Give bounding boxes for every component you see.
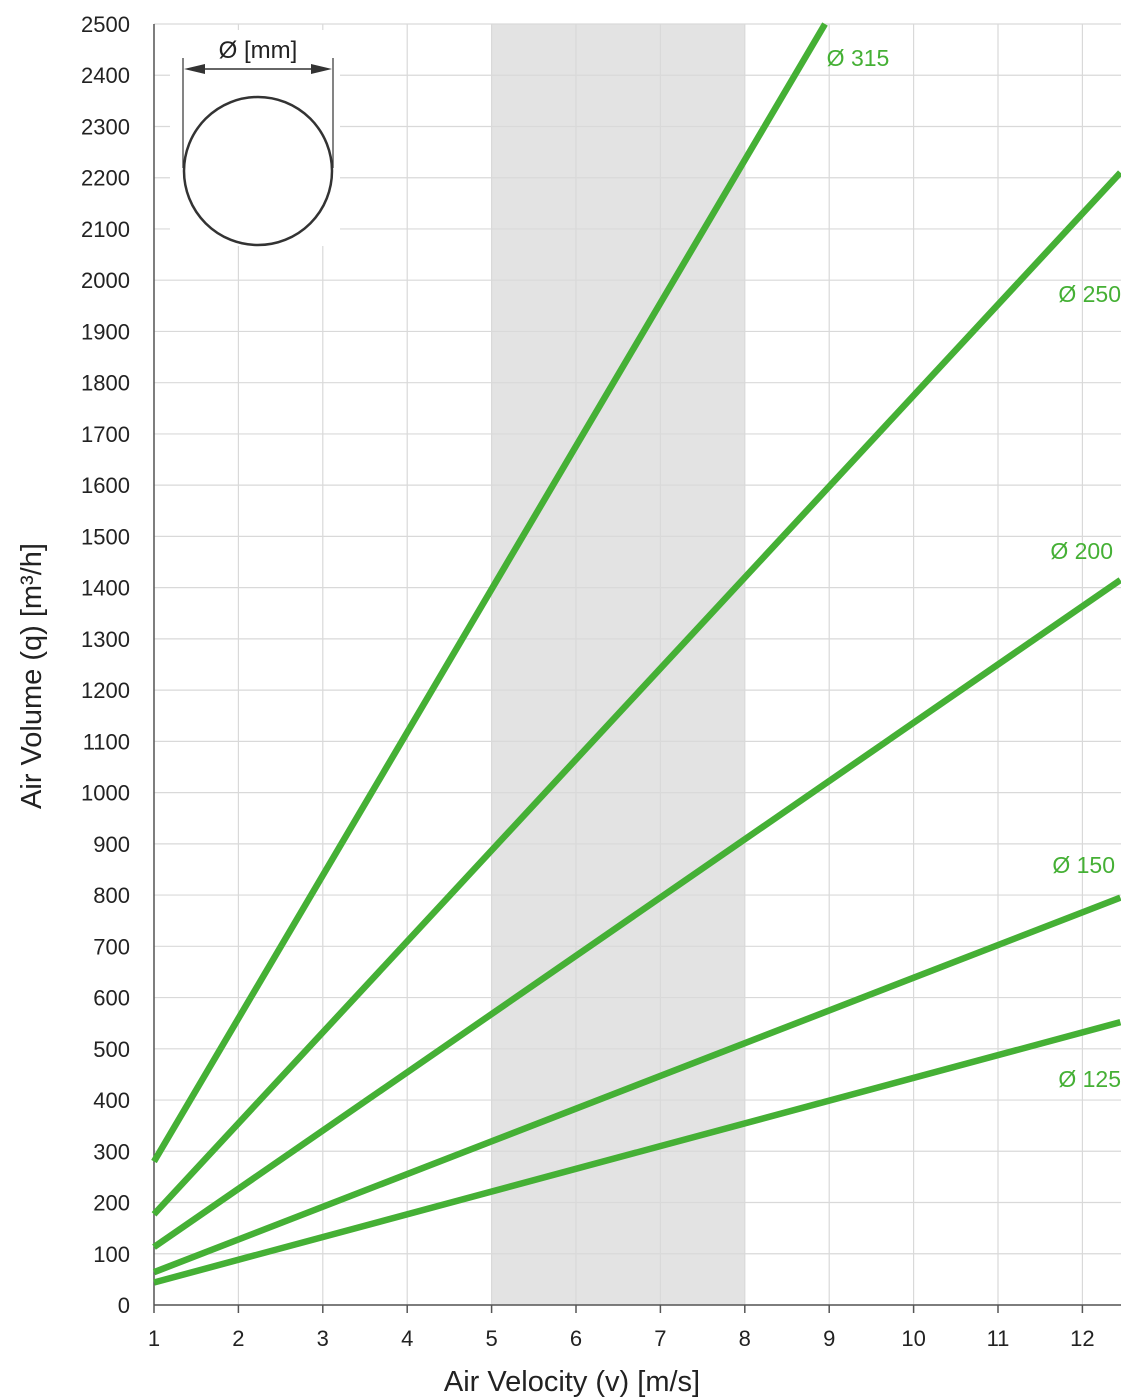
y-tick-label: 200: [93, 1191, 130, 1216]
x-tick-label: 2: [232, 1326, 244, 1351]
label-layer: Ø 315 Ø 250 Ø 200 Ø 150 Ø 125: [827, 45, 1121, 1092]
series-label: Ø 250: [1058, 281, 1121, 307]
y-tick-label: 900: [93, 832, 130, 857]
x-tick-label: 12: [1070, 1326, 1094, 1351]
highlight-band-layer: [491, 24, 745, 1305]
series-line: [152, 577, 1121, 1250]
series-label: Ø 315: [827, 45, 890, 71]
y-tick-label: 1100: [83, 729, 130, 754]
x-tick-label: 3: [317, 1326, 329, 1351]
series-label: Ø 150: [1052, 852, 1115, 878]
x-tick-label: 11: [987, 1326, 1010, 1351]
y-tick-label: 1200: [81, 678, 130, 703]
dimension-arrow-right-icon: [311, 64, 332, 74]
x-tick-label: 9: [823, 1326, 835, 1351]
dimension-arrow-left-icon: [184, 64, 205, 74]
diameter-legend-label: Ø [mm]: [219, 37, 298, 64]
y-tick-label: 700: [93, 934, 130, 959]
y-tick-label: 1000: [81, 781, 130, 806]
y-tick-label: 300: [93, 1139, 130, 1164]
axis-layer: 1 2 3 4 5 6 7 8 9 10 11 120100200300400500600700800…: [81, 12, 1121, 1351]
x-tick-label: 10: [901, 1326, 925, 1351]
series-line: [151, 22, 828, 1164]
series-line: [153, 1019, 1121, 1286]
x-tick-label: 1: [148, 1326, 160, 1351]
y-tick-label: 1400: [81, 576, 130, 601]
y-axis-title: Air Volume (q) [m³/h]: [16, 543, 48, 809]
y-tick-label: 800: [93, 883, 130, 908]
x-axis-title: Air Velocity (v) [m/s]: [444, 1366, 700, 1398]
y-tick-label: 1700: [81, 422, 130, 447]
recommended-velocity-band: [491, 24, 745, 1305]
y-tick-label: 1500: [81, 524, 130, 549]
series-layer: [151, 22, 1121, 1286]
y-tick-label: 400: [93, 1088, 130, 1113]
y-tick-label: 600: [93, 986, 130, 1011]
y-tick-label: 2400: [81, 63, 130, 88]
y-tick-label: 0: [118, 1293, 130, 1318]
x-tick-label: 8: [739, 1326, 751, 1351]
y-tick-label: 2300: [81, 114, 130, 139]
y-tick-label: 2100: [81, 217, 130, 242]
y-tick-label: 1600: [81, 473, 130, 498]
x-tick-label: 7: [654, 1326, 666, 1351]
y-tick-label: 1800: [81, 371, 130, 396]
x-tick-label: 6: [570, 1326, 582, 1351]
y-tick-label: 1300: [81, 627, 130, 652]
y-tick-label: 1900: [81, 319, 130, 344]
y-tick-label: 2000: [81, 268, 130, 293]
diameter-legend-inset: Ø [mm]: [170, 30, 340, 247]
x-tick-label: 5: [485, 1326, 497, 1351]
y-tick-label: 500: [93, 1037, 130, 1062]
duct-cross-section-icon: [182, 95, 334, 247]
x-tick-label: 4: [401, 1326, 413, 1351]
y-tick-label: 2500: [81, 12, 130, 37]
series-label: Ø 200: [1050, 538, 1113, 564]
series-line: [151, 170, 1121, 1217]
y-tick-label: 100: [93, 1242, 130, 1267]
series-label: Ø 125: [1058, 1066, 1121, 1092]
series-line: [152, 894, 1121, 1276]
y-tick-label: 2200: [81, 166, 130, 191]
